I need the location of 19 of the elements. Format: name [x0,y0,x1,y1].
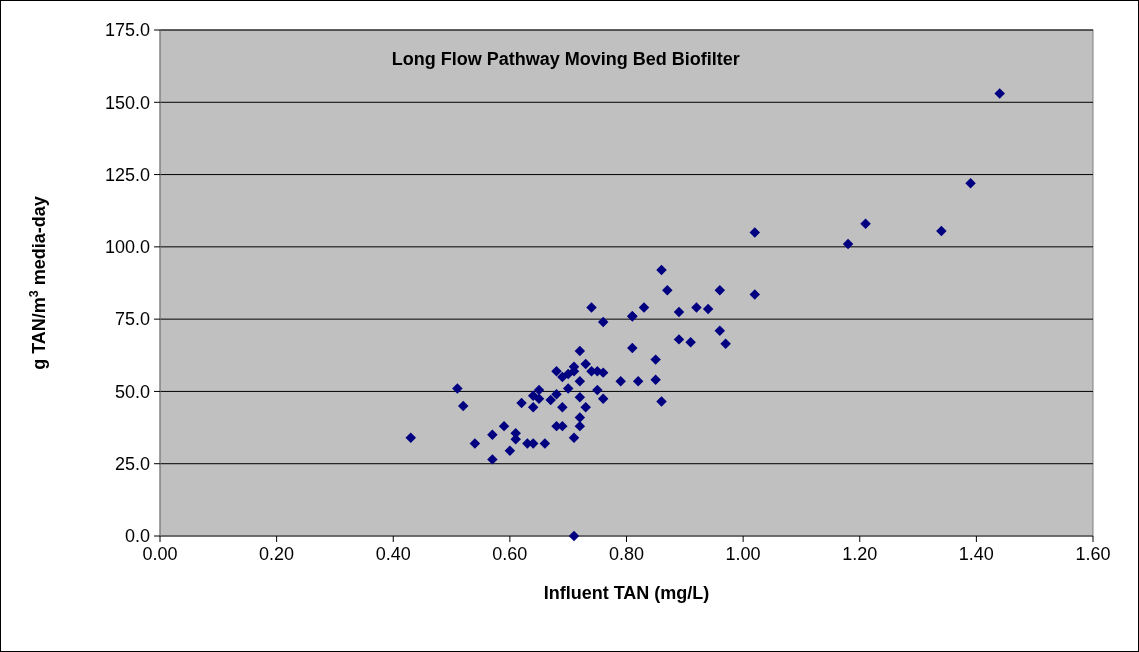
x-tick-label: 0.20 [259,544,295,564]
y-tick-label: 100.0 [104,237,150,258]
x-axis-title: Influent TAN (mg/L) [543,583,710,603]
x-tick-label: 1.20 [842,544,878,564]
y-tick-label: 75.0 [114,309,150,330]
y-tick-label: 0.0 [124,526,150,547]
y-tick-label: 150.0 [104,92,150,113]
y-tick-label: 50.0 [114,381,150,402]
y-tick-label: 25.0 [114,454,150,475]
x-tick-label: 1.40 [958,544,994,564]
y-tick-label: 175.0 [104,20,150,41]
x-tick-label: 0.80 [608,544,645,564]
text: Long Flow Pathway Moving Bed Biofilter [391,49,740,69]
y-tick-label: 125.0 [104,164,150,185]
x-tick-label: 0.40 [375,544,411,564]
x-tick-label: 1.60 [1075,544,1111,564]
x-tick-label: 1.00 [725,544,761,564]
x-tick-label: 0.00 [142,544,178,564]
x-tick-label: 0.60 [492,544,528,564]
